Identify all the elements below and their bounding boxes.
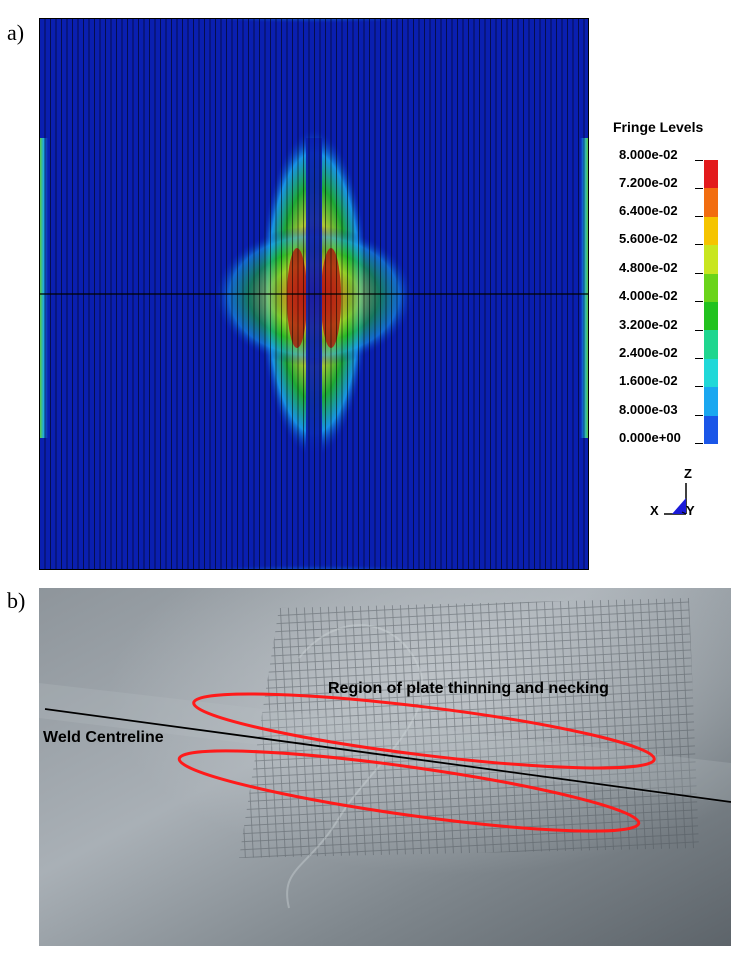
fem-fringe-plot <box>39 18 589 570</box>
legend-title: Fringe Levels <box>613 119 704 135</box>
legend-swatch <box>704 188 718 217</box>
legend-level: 4.000e-02 <box>608 288 728 316</box>
legend-swatch <box>704 301 718 331</box>
weld-photograph: Region of plate thinning and necking Wel… <box>39 588 731 946</box>
legend-level: 7.200e-02 <box>608 175 728 203</box>
legend-swatch <box>704 415 718 444</box>
triad-arrows-icon <box>664 483 687 515</box>
legend-swatch <box>704 273 718 302</box>
legend-level: 1.600e-02 <box>608 373 728 401</box>
legend-color-bar <box>704 160 718 444</box>
legend-level: 2.400e-02 <box>608 345 728 373</box>
coordinate-triad: Z X Y <box>646 466 706 522</box>
panel-a-label: a) <box>7 20 25 45</box>
legend-level: 0.000e+00 <box>608 430 728 458</box>
legend-level: 8.000e-03 <box>608 402 728 430</box>
legend-swatch <box>704 387 718 416</box>
fringe-levels-legend: Fringe Levels 8.000e-02 7.200e-02 6.400e… <box>608 118 738 458</box>
weld-centreline-annotation: Weld Centreline <box>43 729 164 746</box>
triad-z-label: Z <box>684 466 692 481</box>
legend-swatch <box>704 216 718 246</box>
legend-level: 6.400e-02 <box>608 203 728 231</box>
necking-region-annotation: Region of plate thinning and necking <box>328 680 609 697</box>
legend-level: 3.200e-02 <box>608 317 728 345</box>
legend-swatch <box>704 245 718 274</box>
legend-swatch <box>704 358 718 388</box>
panel-b-label: b) <box>7 588 26 613</box>
triad-y-label: Y <box>686 503 695 518</box>
legend-level: 8.000e-02 <box>608 147 728 175</box>
triad-x-label: X <box>650 503 659 518</box>
legend-swatch <box>704 330 718 359</box>
legend-level: 5.600e-02 <box>608 231 728 259</box>
legend-level: 4.800e-02 <box>608 260 728 288</box>
legend-swatch <box>704 160 718 189</box>
